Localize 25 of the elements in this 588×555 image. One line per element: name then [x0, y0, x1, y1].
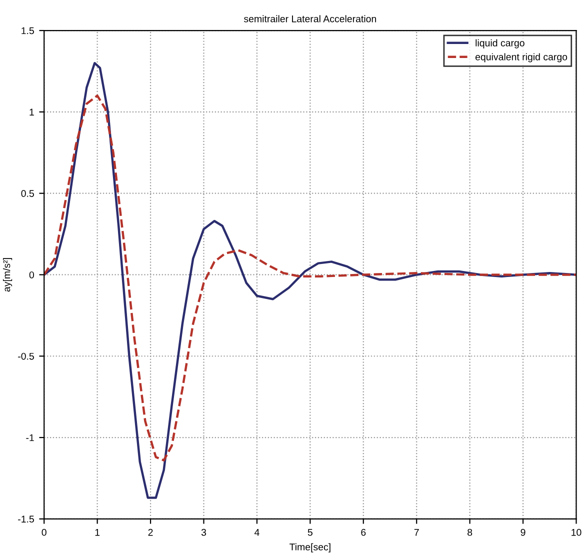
x-tick-label: 1 — [95, 529, 100, 536]
y-tick-label: -1 — [26, 434, 34, 442]
y-tick-label: 1 — [30, 108, 34, 116]
x-tick-label: 4 — [254, 529, 260, 536]
x-axis-title: Time[sec] — [290, 543, 330, 552]
x-tick-label: 5 — [308, 529, 312, 536]
x-tick-label: 10 — [572, 528, 582, 536]
y-tick-label: 1.5 — [22, 27, 34, 34]
x-tick-label: 8 — [468, 528, 472, 536]
x-tick-label: 6 — [361, 528, 366, 536]
y-axis-title: ay[m/s²] — [3, 258, 12, 292]
y-tick-label: 0.5 — [21, 190, 34, 197]
legend-label: liquid cargo — [476, 39, 524, 48]
line-series — [44, 94, 576, 462]
x-tick-label: 0 — [42, 528, 46, 536]
y-tick-label: -1.5 — [18, 516, 34, 523]
y-tick-label: 0 — [29, 271, 34, 278]
chart-title: semitrailer Lateral Acceleration — [244, 15, 376, 22]
legend-label: equivalent rigid cargo — [475, 53, 568, 62]
x-tick-label: 9 — [520, 528, 526, 536]
y-tick-label: -0.5 — [18, 352, 34, 360]
line-series — [44, 62, 576, 499]
x-tick-label: 7 — [414, 529, 419, 536]
x-tick-label: 2 — [148, 528, 153, 536]
x-tick-label: 3 — [201, 528, 206, 536]
